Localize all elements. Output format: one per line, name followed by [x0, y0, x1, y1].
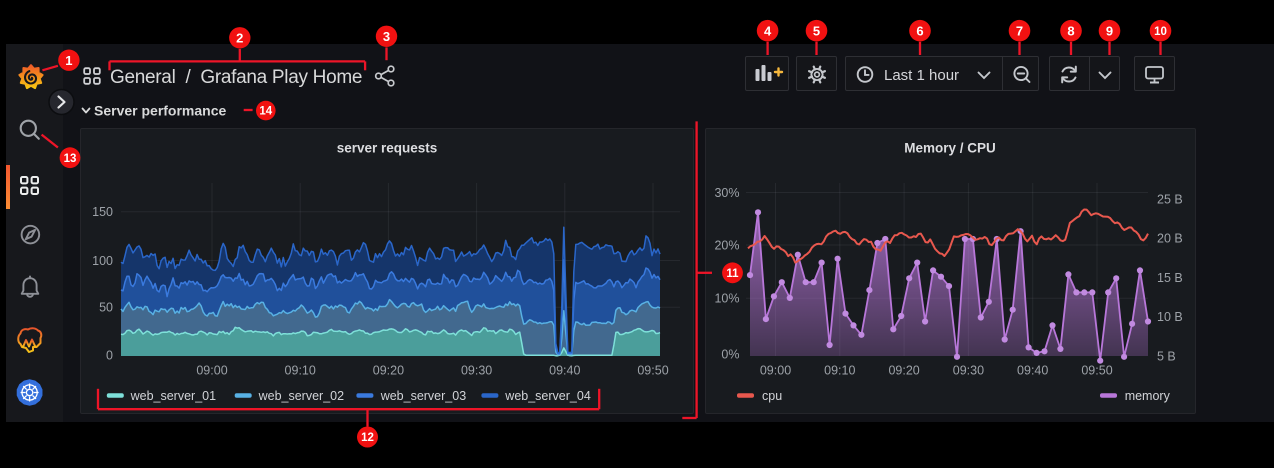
- svg-text:09:30: 09:30: [461, 364, 492, 378]
- svg-text:7: 7: [1016, 23, 1023, 38]
- svg-text:30%: 30%: [714, 186, 739, 200]
- svg-text:server requests: server requests: [337, 141, 438, 156]
- svg-text:8: 8: [1067, 23, 1074, 38]
- svg-text:0: 0: [106, 349, 113, 363]
- svg-text:100: 100: [92, 254, 113, 268]
- svg-text:9: 9: [1106, 23, 1113, 38]
- svg-text:09:50: 09:50: [1081, 364, 1112, 378]
- svg-text:09:40: 09:40: [549, 364, 580, 378]
- svg-text:memory: memory: [1125, 389, 1171, 403]
- svg-text:14: 14: [259, 106, 272, 118]
- svg-text:web_server_04: web_server_04: [504, 389, 591, 403]
- svg-text:15 B: 15 B: [1157, 271, 1183, 285]
- svg-text:09:00: 09:00: [760, 364, 791, 378]
- svg-text:cpu: cpu: [762, 389, 782, 403]
- svg-text:web_server_02: web_server_02: [258, 389, 345, 403]
- svg-text:13: 13: [64, 153, 77, 165]
- svg-text:10: 10: [1154, 26, 1167, 38]
- svg-text:25 B: 25 B: [1157, 192, 1183, 206]
- svg-text:11: 11: [726, 268, 739, 280]
- svg-text:web_server_01: web_server_01: [130, 389, 217, 403]
- svg-text:09:10: 09:10: [824, 364, 855, 378]
- svg-text:Last 1 hour: Last 1 hour: [884, 67, 959, 84]
- svg-text:09:50: 09:50: [637, 364, 668, 378]
- svg-text:09:40: 09:40: [1017, 364, 1048, 378]
- svg-text:4: 4: [764, 23, 772, 38]
- svg-text:0%: 0%: [721, 348, 739, 362]
- svg-text:web_server_03: web_server_03: [380, 389, 467, 403]
- svg-text:General / Grafana Play Home: General / Grafana Play Home: [110, 67, 362, 88]
- svg-text:09:30: 09:30: [953, 364, 984, 378]
- svg-text:1: 1: [65, 53, 72, 68]
- svg-text:09:10: 09:10: [285, 364, 316, 378]
- svg-text:2: 2: [236, 31, 243, 46]
- svg-text:5 B: 5 B: [1157, 349, 1176, 363]
- svg-text:12: 12: [361, 432, 374, 444]
- svg-text:20%: 20%: [714, 238, 739, 252]
- svg-text:6: 6: [916, 23, 923, 38]
- svg-text:Memory / CPU: Memory / CPU: [904, 141, 996, 156]
- svg-text:3: 3: [383, 29, 390, 44]
- svg-text:50: 50: [99, 301, 113, 315]
- svg-text:5: 5: [813, 23, 820, 38]
- svg-text:150: 150: [92, 205, 113, 219]
- svg-text:10%: 10%: [714, 292, 739, 306]
- svg-text:20 B: 20 B: [1157, 232, 1183, 246]
- svg-text:09:20: 09:20: [373, 364, 404, 378]
- svg-text:09:20: 09:20: [888, 364, 919, 378]
- svg-text:10 B: 10 B: [1157, 310, 1183, 324]
- svg-text:Server performance: Server performance: [94, 103, 227, 119]
- svg-text:09:00: 09:00: [196, 364, 227, 378]
